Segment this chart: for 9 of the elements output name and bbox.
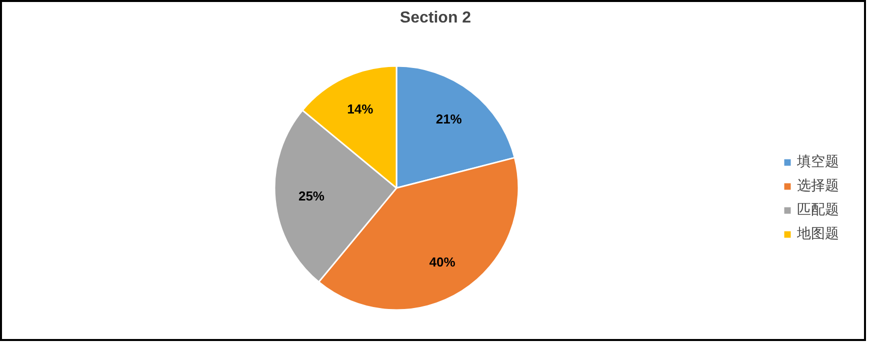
data-label: 25% bbox=[298, 188, 325, 204]
legend-label: 填空题 bbox=[797, 153, 839, 171]
data-label: 40% bbox=[429, 254, 456, 270]
chart-title: Section 2 bbox=[400, 10, 472, 26]
data-label: 14% bbox=[347, 101, 374, 116]
legend-label: 匹配题 bbox=[797, 201, 839, 219]
legend-label: 地图题 bbox=[797, 225, 839, 243]
data-label: 21% bbox=[436, 111, 462, 126]
legend-label: 选择题 bbox=[797, 177, 839, 195]
